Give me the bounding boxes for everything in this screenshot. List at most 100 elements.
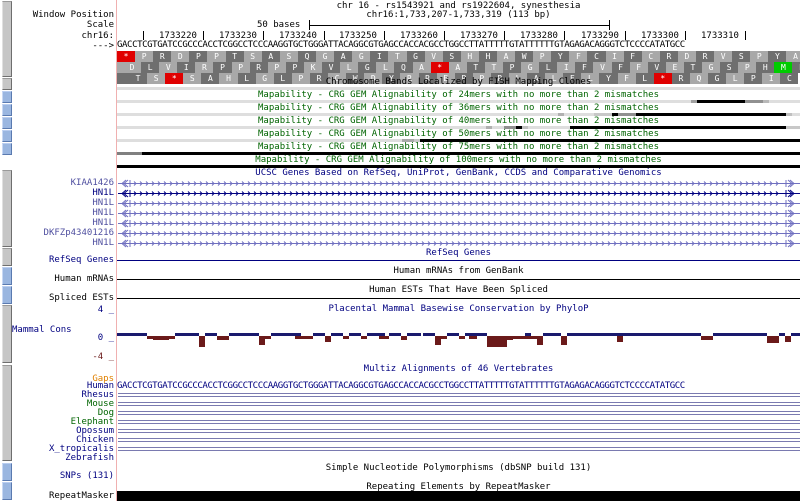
gene-model[interactable] [118,229,800,238]
sidebar-button-refseq[interactable] [2,248,12,266]
conservation-bar [469,336,477,339]
conservation-bar [229,333,235,336]
amino-acid: R [490,73,509,84]
sidebar-button-multiz[interactable] [2,365,12,461]
conservation-bar [435,336,441,345]
ruler-tick-label: 1733280 [520,31,558,41]
gene-model[interactable] [118,239,800,248]
amino-acid: E [665,62,684,73]
sidebar-button-snps[interactable] [2,463,12,481]
gene-model[interactable] [118,189,800,198]
ruler-tick-label: 1733250 [339,31,377,41]
conservation-bar [779,333,785,336]
amino-acid: G [702,62,721,73]
amino-acid: Y [382,73,401,84]
conservation-bar [367,333,379,336]
amino-acid: A [334,51,353,62]
conservation-bar [389,333,401,336]
amino-acid: R [671,73,690,84]
conservation-bar [313,333,325,336]
amino-acid: C [328,73,347,84]
amino-acid: Q [689,73,708,84]
amino-acid: P [213,62,232,73]
conservation-y-zero: 0 _ [97,333,114,343]
species-label: Human [86,381,114,391]
gene-model[interactable] [118,199,800,208]
amino-acid: A [527,73,546,84]
gene-model[interactable] [118,209,800,218]
amino-acid: D [171,51,190,62]
amino-acid: P [472,73,491,84]
amino-acid: F [617,73,636,84]
gene-label[interactable]: DKFZp43401216 [43,228,114,238]
sidebar-button-conservation[interactable] [2,305,12,363]
amino-acid: P [285,62,304,73]
label-refseq[interactable]: RefSeq Genes [48,255,114,265]
amino-acid: P [738,62,757,73]
ruler-tick [384,31,385,40]
sidebar-button-mapability-24[interactable] [2,91,12,103]
label-conservation[interactable]: Mammal Cons [12,325,72,335]
conservation-bar [561,336,567,345]
conservation-bar [525,333,531,336]
gene-model[interactable] [118,219,800,228]
sidebar-button-fish-clones[interactable] [2,78,12,90]
amino-acid: A [261,51,280,62]
gene-label[interactable]: HN1L [92,218,114,228]
ruler-tick [263,31,264,40]
amino-acid: H [478,51,497,62]
gene-model[interactable] [118,179,800,188]
conservation-bar [623,333,701,336]
alignment-row [118,402,800,406]
conservation-bar [325,336,331,342]
label-ests[interactable]: Spliced ESTs [48,293,114,303]
conservation-bar [567,333,623,336]
amino-acid: P [267,62,286,73]
sidebar-button-mapability-50[interactable] [2,130,12,142]
conservation-bar [153,336,169,341]
amino-acid: R [195,62,214,73]
mapability-100-bar [117,165,800,168]
sidebar-button-ucsc-genes[interactable] [2,170,12,247]
sidebar-button-repeatmasker[interactable] [2,482,12,500]
conservation-bar [265,336,271,339]
label-repeatmasker[interactable]: RepeatMasker [48,491,114,501]
conservation-graph [117,330,800,360]
ests-line [117,298,800,299]
sidebar-button-ruler[interactable] [2,1,12,77]
gene-label[interactable]: HN1L [92,188,114,198]
label-snps[interactable]: SNPs (131) [59,471,114,481]
amino-acid: G [406,51,425,62]
sidebar-button-mapability-75[interactable] [2,143,12,155]
sidebar-button-mapability-40[interactable] [2,117,12,129]
human-alignment-sequence: GACCTCGTGATCCGCCCACCTCGGCCTCCCAAGGTGCTGG… [117,381,685,391]
conservation-y-max: 4 _ [97,305,114,315]
mrna-line [117,279,800,280]
conservation-bar [205,333,217,336]
mapability-75-bar [117,152,800,155]
amino-acid: C [641,51,660,62]
label-mrna[interactable]: Human mRNAs [54,274,114,284]
browser-title: chr 16 - rs1543921 and rs1922604, synest… [336,1,581,11]
gene-label[interactable]: HN1L [92,198,114,208]
conservation-bar [487,336,507,347]
amino-acid: A [201,73,220,84]
amino-acid: T [225,51,244,62]
label-chrom: chr16: [81,31,114,41]
conservation-bar [537,336,543,345]
gene-label[interactable]: HN1L [92,208,114,218]
amino-acid: V [647,62,666,73]
alignment-row [118,438,800,442]
conservation-bar [713,333,767,336]
sidebar-button-mapability-36[interactable] [2,104,12,116]
amino-acid: L [141,62,160,73]
gene-label[interactable]: HN1L [92,238,114,248]
sidebar-button-mrna[interactable] [2,267,12,285]
scale-bar-end-tick [609,20,610,30]
track-title-mapability-40: Mapability - CRG GEM Alignability of 40m… [258,116,659,126]
amino-acid: P [189,51,208,62]
sidebar-button-ests[interactable] [2,286,12,304]
alignment-row [118,447,800,451]
gene-label[interactable]: KIAA1426 [70,178,114,188]
species-label: Rhesus [81,390,114,400]
